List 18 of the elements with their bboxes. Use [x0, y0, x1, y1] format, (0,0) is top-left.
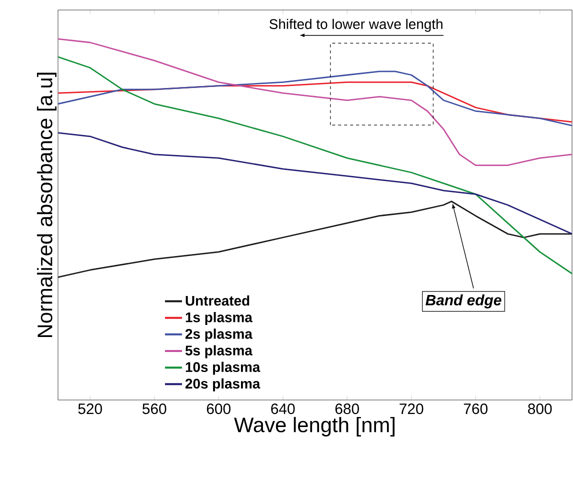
x-tick-label: 640: [271, 404, 295, 414]
legend-label: 1s plasma: [186, 312, 253, 326]
x-tick-label: 720: [400, 404, 424, 414]
text: Shifted to lower wave length: [270, 18, 442, 32]
legend-label: 10s plasma: [186, 362, 260, 375]
x-tick-label: 560: [142, 404, 166, 414]
x-tick-label: 520: [78, 404, 102, 414]
legend-label: 20s plasma: [185, 378, 260, 392]
legend-label: 5s plasma: [185, 345, 253, 358]
x-tick-label: 800: [528, 404, 552, 414]
x-axis-title: Wave length [nm]: [234, 416, 394, 436]
y-axis-title: Normalized absorbance [a.u]: [36, 72, 56, 338]
x-tick-label: 600: [206, 404, 230, 414]
annotation: Band edge: [426, 294, 502, 308]
x-tick-label: 680: [335, 404, 359, 414]
legend-label: 2s plasma: [185, 328, 253, 342]
legend-label: Untreated: [186, 295, 250, 306]
x-tick-label: 760: [464, 404, 488, 414]
